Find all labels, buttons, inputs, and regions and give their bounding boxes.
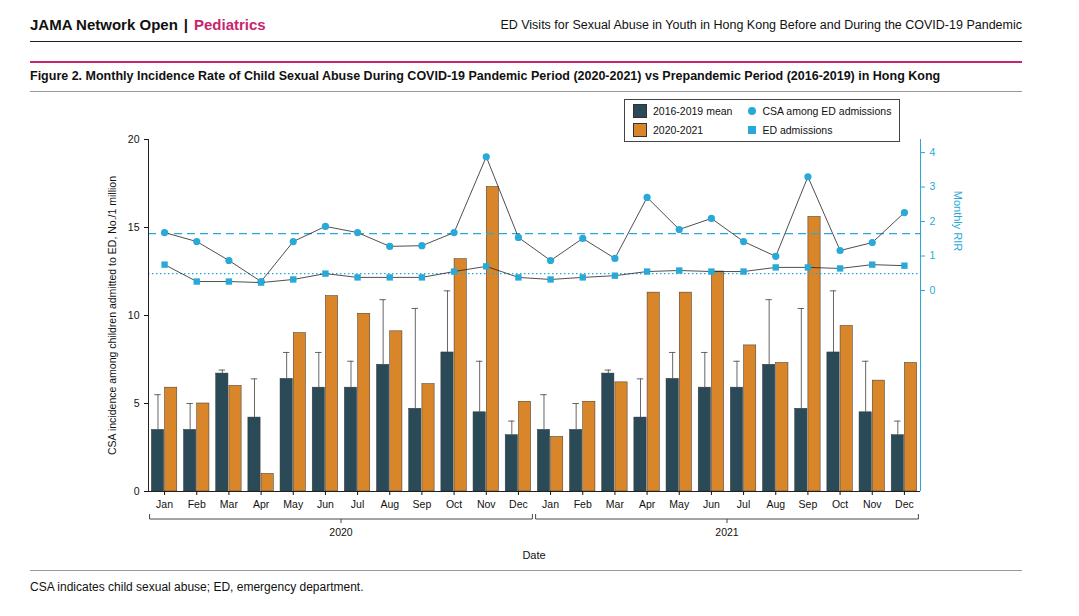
svg-text:Monthly RIR: Monthly RIR — [952, 191, 964, 252]
svg-text:2020: 2020 — [329, 526, 353, 538]
svg-text:5: 5 — [134, 397, 140, 409]
svg-text:1: 1 — [930, 249, 936, 261]
html-text:CSA among ED admissions: CSA among ED admissions — [762, 105, 892, 117]
svg-text:0: 0 — [134, 485, 140, 497]
html-text:JAMA Network Open |: JAMA Network Open | — [30, 16, 188, 33]
svg-text:3: 3 — [930, 180, 936, 192]
svg-text:Date: Date — [522, 549, 545, 561]
html-text:Pediatrics: Pediatrics — [194, 16, 266, 33]
svg-text:Jul: Jul — [351, 498, 364, 510]
svg-text:2: 2 — [930, 215, 936, 227]
svg-text:Sep: Sep — [799, 498, 818, 510]
svg-text:2021: 2021 — [715, 526, 739, 538]
svg-text:Dec: Dec — [895, 498, 914, 510]
svg-text:Apr: Apr — [639, 498, 656, 510]
svg-text:Mar: Mar — [606, 498, 625, 510]
svg-text:Apr: Apr — [253, 498, 270, 510]
html-text:2016-2019 mean: 2016-2019 mean — [653, 105, 733, 117]
svg-text:Oct: Oct — [446, 498, 462, 510]
html-text:ED admissions: ED admissions — [762, 124, 833, 136]
svg-text:Dec: Dec — [509, 498, 528, 510]
html-text:CSA indicates child sexual abu: CSA indicates child sexual abuse; ED, em… — [30, 580, 364, 594]
svg-text:20: 20 — [128, 133, 140, 145]
svg-text:Nov: Nov — [863, 498, 882, 510]
svg-text:CSA incidence among children a: CSA incidence among children admitted to… — [106, 176, 118, 455]
svg-text:Feb: Feb — [188, 498, 206, 510]
html-text:Figure 2. Monthly Incidence Ra: Figure 2. Monthly Incidence Rate of Chil… — [30, 69, 941, 83]
svg-text:Jun: Jun — [317, 498, 334, 510]
svg-text:May: May — [283, 498, 304, 510]
svg-text:Aug: Aug — [380, 498, 399, 510]
svg-text:Oct: Oct — [832, 498, 848, 510]
svg-text:4: 4 — [930, 146, 936, 158]
svg-text:May: May — [669, 498, 690, 510]
svg-text:Mar: Mar — [220, 498, 239, 510]
svg-text:Jan: Jan — [542, 498, 559, 510]
svg-text:Aug: Aug — [766, 498, 785, 510]
html-text:ED Visits for Sexual Abuse in: ED Visits for Sexual Abuse in Youth in H… — [500, 17, 1022, 32]
svg-text:0: 0 — [930, 284, 936, 296]
svg-text:Nov: Nov — [477, 498, 496, 510]
svg-text:10: 10 — [128, 309, 140, 321]
svg-text:Sep: Sep — [413, 498, 432, 510]
html-text:2020-2021: 2020-2021 — [653, 124, 704, 136]
svg-text:Jul: Jul — [737, 498, 750, 510]
svg-text:Jun: Jun — [703, 498, 720, 510]
svg-text:Feb: Feb — [574, 498, 592, 510]
svg-text:Jan: Jan — [156, 498, 173, 510]
svg-text:15: 15 — [128, 221, 140, 233]
